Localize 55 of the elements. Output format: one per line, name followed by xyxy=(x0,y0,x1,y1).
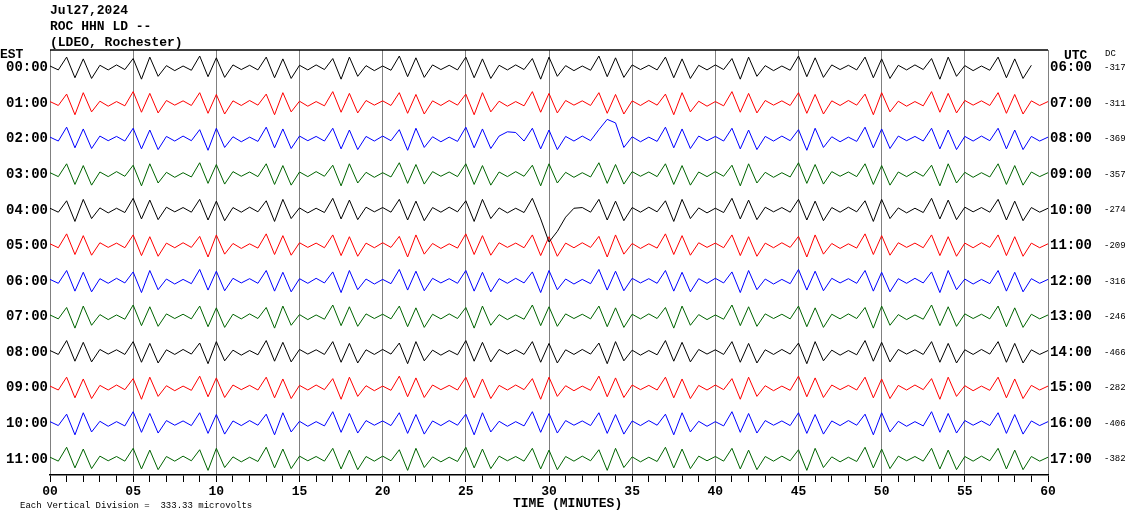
x-tick-label: 55 xyxy=(957,484,973,500)
x-tick-label: 25 xyxy=(458,484,474,500)
x-tick-label: 50 xyxy=(873,484,890,500)
text: -466 xyxy=(1104,347,1126,358)
y-tick-label: 06:00 xyxy=(5,272,48,289)
y-tick-label: 00:00 xyxy=(5,59,48,76)
text: Each Vertical Division = 333.33 microvolts xyxy=(20,500,253,513)
y2-tick-label: 10:00 xyxy=(1050,201,1093,218)
text: -311 xyxy=(1104,98,1126,109)
text: -382 xyxy=(1104,454,1126,465)
text: -209 xyxy=(1104,241,1126,251)
text: -274 xyxy=(1104,205,1126,216)
x-tick-label: 35 xyxy=(624,484,641,500)
text: -317 xyxy=(1104,63,1126,74)
y-tick-label: 04:00 xyxy=(5,201,48,218)
text: -369 xyxy=(1104,134,1126,145)
y2-tick-label: 17:00 xyxy=(1050,450,1093,467)
y2-tick-label: 15:00 xyxy=(1050,379,1093,396)
y-tick-label: 01:00 xyxy=(5,94,48,111)
x-tick-label: 05 xyxy=(125,484,142,500)
y-tick-label: 05:00 xyxy=(5,237,48,254)
x-tick-label: 45 xyxy=(790,484,807,500)
y-tick-label: 02:00 xyxy=(5,130,48,147)
y-tick-label: 08:00 xyxy=(5,343,48,360)
y-tick-label: 03:00 xyxy=(5,166,48,183)
text: -406 xyxy=(1104,418,1126,429)
y2-tick-label: 09:00 xyxy=(1050,166,1093,183)
x-tick-label: 15 xyxy=(291,484,308,500)
x-axis-title: TIME (MINUTES) xyxy=(513,496,623,512)
x-tick-label: 60 xyxy=(1040,484,1056,500)
y-tick-label: 10:00 xyxy=(5,414,48,431)
text: -357 xyxy=(1104,169,1126,180)
x-tick-label: 00 xyxy=(42,484,58,500)
chart-subtitle: ROC HHN LD -- xyxy=(50,19,152,35)
y2-tick-label: 14:00 xyxy=(1050,343,1093,360)
text: (LDEO, Rochester) xyxy=(50,35,183,51)
y2-tick-label: 13:00 xyxy=(1050,308,1093,325)
text: -246 xyxy=(1104,312,1126,323)
y-tick-label: 09:00 xyxy=(5,379,48,396)
y-axis-title: EST xyxy=(0,47,24,62)
chart-title: Jul27,2024 xyxy=(50,3,129,19)
y2-tick-label: 07:00 xyxy=(1050,94,1093,111)
x-tick-label: 20 xyxy=(374,484,391,500)
y-tick-label: 07:00 xyxy=(5,308,48,325)
y2-tick-label: 06:00 xyxy=(1050,59,1093,76)
x-tick-label: 10 xyxy=(208,484,225,500)
text: DC xyxy=(1105,48,1116,61)
y2-tick-label: 08:00 xyxy=(1050,130,1093,147)
y2-tick-label: 16:00 xyxy=(1050,414,1093,431)
x-tick-label: 40 xyxy=(707,484,724,500)
text: -316 xyxy=(1104,276,1126,287)
y-tick-label: 11:00 xyxy=(5,450,48,467)
y2-tick-label: 12:00 xyxy=(1050,272,1093,289)
y2-tick-label: 11:00 xyxy=(1050,237,1093,254)
text: -282 xyxy=(1104,383,1126,394)
